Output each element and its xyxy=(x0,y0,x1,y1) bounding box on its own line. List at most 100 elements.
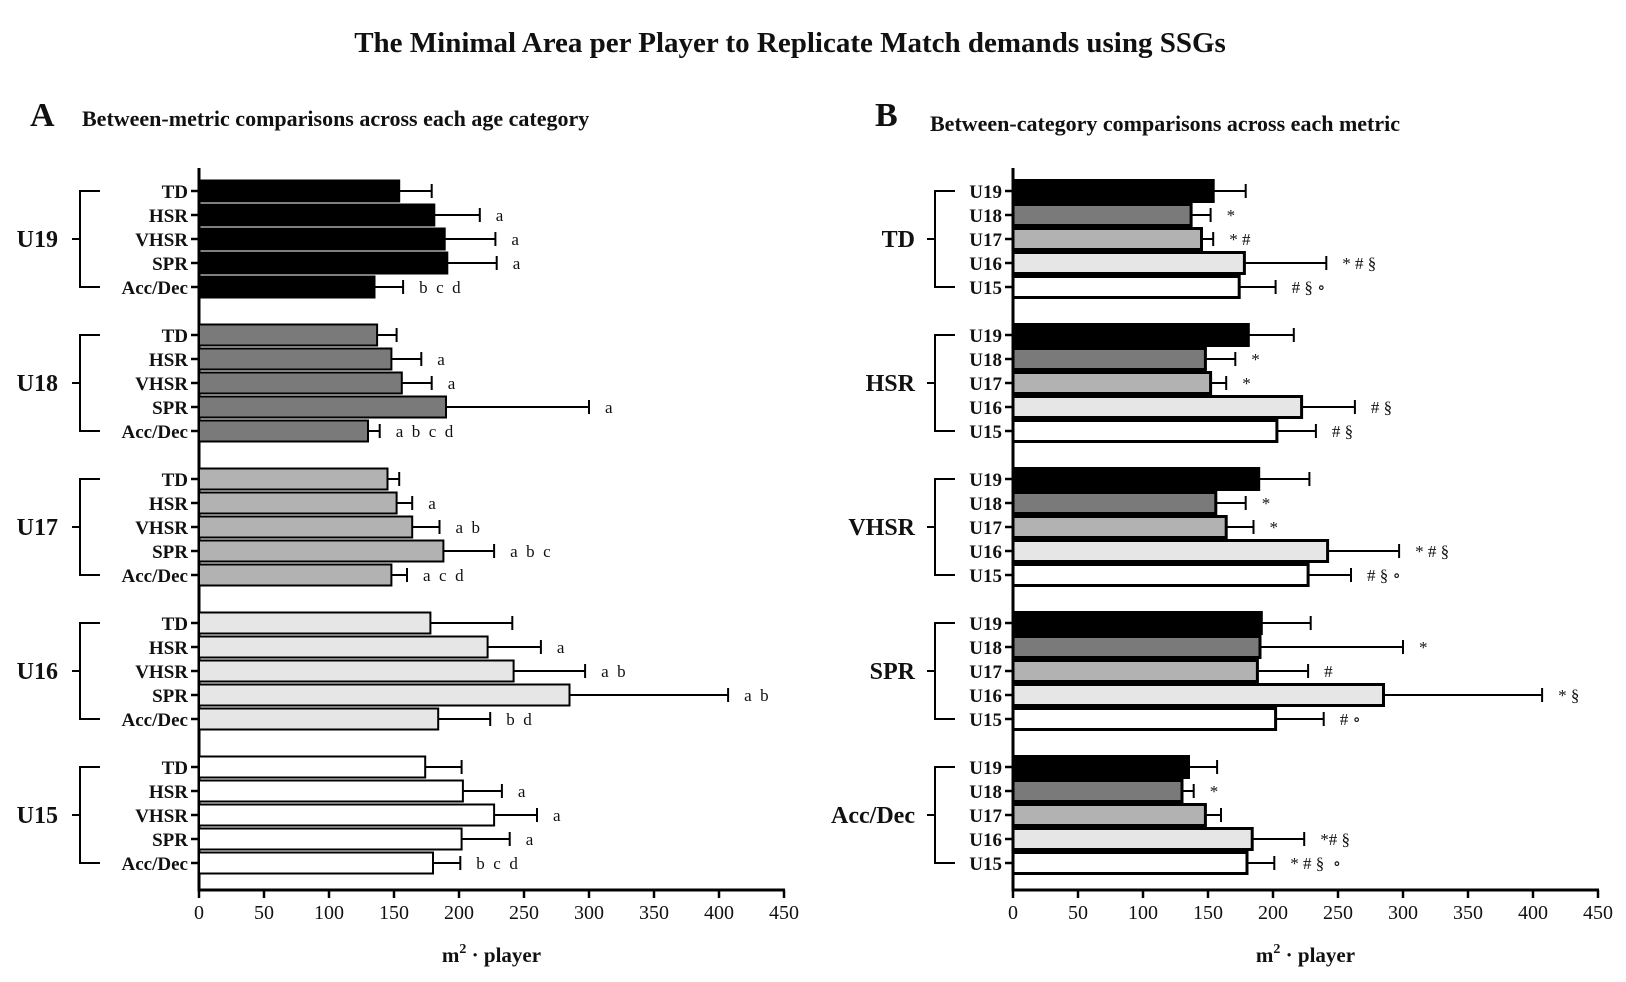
significance-annotation: a xyxy=(605,398,613,417)
x-tick-label: 0 xyxy=(194,902,204,924)
bar xyxy=(1011,227,1203,251)
bar-label: U15 xyxy=(969,566,1002,587)
bar xyxy=(1011,347,1207,371)
x-tick-label: 250 xyxy=(1323,902,1353,924)
x-tick-label: 450 xyxy=(769,902,799,924)
significance-annotation: # xyxy=(1324,662,1333,681)
bar xyxy=(198,851,434,875)
bar-label: U16 xyxy=(969,398,1002,419)
group-bracket xyxy=(72,622,100,720)
significance-annotation: * # xyxy=(1229,230,1251,249)
significance-annotation: b c d xyxy=(476,854,518,873)
significance-annotation: b d xyxy=(506,710,532,729)
bar-label: U19 xyxy=(969,326,1002,347)
panel-b: B Between-category comparisons across eac… xyxy=(831,97,1613,967)
group-bracket xyxy=(72,334,100,432)
significance-annotation: * # § xyxy=(1415,542,1449,561)
x-tick-label: 100 xyxy=(314,902,344,924)
bar-label: U15 xyxy=(969,854,1002,875)
x-tick-label: 200 xyxy=(444,902,474,924)
main-title: The Minimal Area per Player to Replicate… xyxy=(354,27,1226,59)
significance-annotation: a b xyxy=(601,662,626,681)
x-axis-label-superscript: 2 xyxy=(1273,942,1280,957)
bar xyxy=(198,371,403,395)
bar xyxy=(198,635,489,659)
bar xyxy=(198,491,398,515)
bar xyxy=(198,347,393,371)
significance-annotation: a xyxy=(511,230,519,249)
bar-label: VHSR xyxy=(135,806,188,827)
panel-letter: B xyxy=(875,97,898,134)
significance-annotation: a xyxy=(553,806,561,825)
bar xyxy=(198,395,447,419)
bar-label: SPR xyxy=(152,542,188,563)
x-axis-label-rest: · player xyxy=(1280,943,1355,967)
bar xyxy=(198,779,464,803)
bar xyxy=(198,755,427,779)
bar xyxy=(1011,419,1279,443)
bar-label: U17 xyxy=(969,230,1002,251)
bar-label: VHSR xyxy=(135,518,188,539)
bar-label: U17 xyxy=(969,806,1002,827)
bar-label: TD xyxy=(162,182,188,203)
x-tick-label: 400 xyxy=(1518,902,1548,924)
panel-title: Between-metric comparisons across each a… xyxy=(82,106,589,131)
significance-annotation: a xyxy=(518,782,526,801)
bar-label: U17 xyxy=(969,374,1002,395)
group-bracket xyxy=(72,766,100,864)
x-axis-label-superscript: 2 xyxy=(459,942,466,957)
bar xyxy=(1011,203,1193,227)
significance-annotation: a b xyxy=(744,686,769,705)
bar-label: U15 xyxy=(969,422,1002,443)
significance-annotation: *# § xyxy=(1320,830,1350,849)
bar xyxy=(1011,755,1190,779)
bar-label: U18 xyxy=(969,350,1002,371)
bar-label: U19 xyxy=(969,758,1002,779)
bar xyxy=(198,275,376,299)
bar xyxy=(198,515,414,539)
bar xyxy=(198,707,440,731)
bar xyxy=(1011,779,1184,803)
x-tick-label: 150 xyxy=(379,902,409,924)
significance-annotation: * xyxy=(1262,494,1271,513)
bar xyxy=(1011,275,1241,299)
x-tick-label: 100 xyxy=(1128,902,1158,924)
significance-annotation: a xyxy=(496,206,504,225)
significance-annotation: a xyxy=(557,638,565,657)
bar-label: VHSR xyxy=(135,374,188,395)
panel-a: A Between-metric comparisons across each … xyxy=(17,97,799,967)
x-tick-label: 350 xyxy=(639,902,669,924)
significance-annotation: * xyxy=(1251,350,1260,369)
bar-label: U16 xyxy=(969,830,1002,851)
group-label: U19 xyxy=(17,227,58,253)
bar-label: U17 xyxy=(969,662,1002,683)
significance-annotation: * xyxy=(1419,638,1428,657)
bar xyxy=(1011,851,1249,875)
bar xyxy=(198,419,369,443)
bar-label: SPR xyxy=(152,830,188,851)
bar-label: VHSR xyxy=(135,230,188,251)
significance-annotation: # § ∘ xyxy=(1292,278,1326,297)
bar-label: TD xyxy=(162,470,188,491)
bar xyxy=(1011,635,1262,659)
group-label: U17 xyxy=(17,515,58,541)
bar xyxy=(198,659,515,683)
bar-label: HSR xyxy=(149,206,188,227)
significance-annotation: * # § ∘ xyxy=(1290,854,1341,873)
significance-annotation: * xyxy=(1270,518,1279,537)
bar xyxy=(198,683,571,707)
group-bracket xyxy=(72,478,100,576)
bar-label: U16 xyxy=(969,542,1002,563)
significance-annotation: # ∘ xyxy=(1340,710,1361,729)
bar-label: SPR xyxy=(152,254,188,275)
significance-annotation: a xyxy=(428,494,436,513)
bar-label: TD xyxy=(162,614,188,635)
x-tick-label: 350 xyxy=(1453,902,1483,924)
group-label: SPR xyxy=(870,659,916,685)
group-label: U16 xyxy=(17,659,58,685)
significance-annotation: a c d xyxy=(423,566,464,585)
significance-annotation: a b c d xyxy=(396,422,454,441)
x-tick-label: 450 xyxy=(1583,902,1613,924)
bar-label: Acc/Dec xyxy=(122,422,188,443)
bar-label: TD xyxy=(162,758,188,779)
